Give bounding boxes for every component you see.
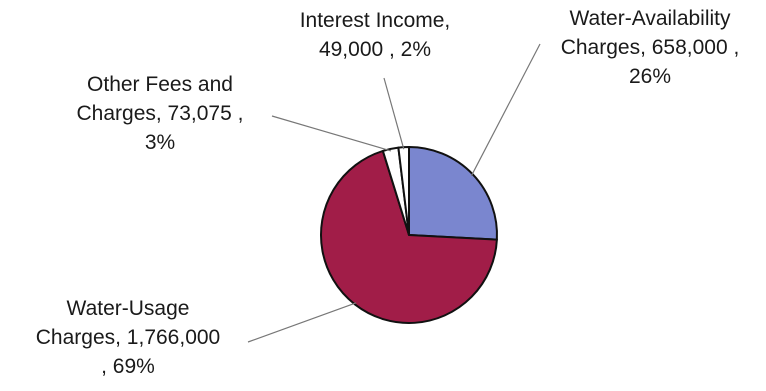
leader-line bbox=[271, 115, 392, 152]
slice-water-availability bbox=[408, 146, 498, 241]
slice-water-usage bbox=[320, 149, 498, 324]
leader-line bbox=[470, 43, 541, 177]
leader-line bbox=[383, 77, 405, 150]
label-water-usage: Water-Usage Charges, 1,766,000 , 69% bbox=[35, 297, 221, 378]
pie-slices bbox=[320, 146, 498, 324]
leader-lines bbox=[247, 43, 541, 343]
leader-line bbox=[247, 302, 357, 343]
label-other-fees: Other Fees and Charges, 73,075 , 3% bbox=[76, 73, 244, 154]
label-interest-income: Interest Income, 49,000 , 2% bbox=[299, 9, 451, 61]
label-water-availability: Water-Availability Charges, 658,000 , 26… bbox=[560, 7, 740, 88]
